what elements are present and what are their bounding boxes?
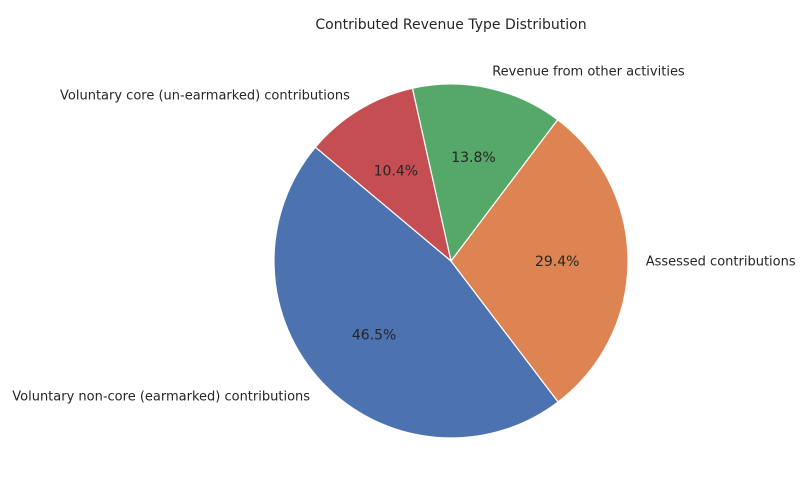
slice-percent-label: 46.5% — [352, 327, 396, 343]
slice-category-label: Assessed contributions — [646, 255, 796, 270]
pie-slice — [273, 146, 559, 439]
chart-title: Contributed Revenue Type Distribution — [315, 17, 586, 33]
slice-percent-label: 10.4% — [374, 163, 418, 179]
slice-category-label: Voluntary core (un-earmarked) contributi… — [60, 89, 350, 104]
labels-layer: 46.5% Voluntary non-core (earmarked) cont… — [12, 65, 796, 405]
pie-slice — [450, 118, 629, 403]
slice-percent-label: 29.4% — [535, 254, 579, 270]
pie-slice — [314, 87, 452, 263]
slice-percent-label: 13.8% — [451, 150, 495, 166]
pie-slice — [411, 83, 559, 263]
slice-category-label: Voluntary non-core (earmarked) contribut… — [12, 389, 310, 404]
slice-category-label: Revenue from other activities — [492, 65, 685, 80]
slices-layer — [273, 83, 629, 439]
